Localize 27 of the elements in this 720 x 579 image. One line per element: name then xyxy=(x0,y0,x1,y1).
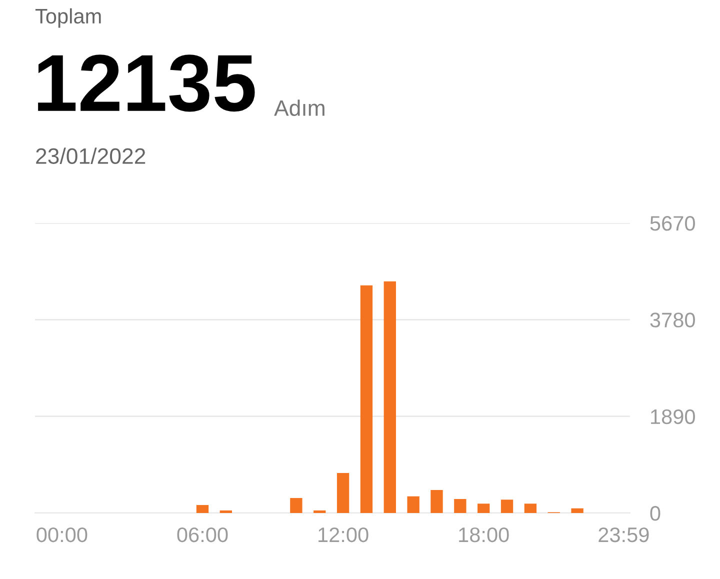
y-tick-label: 1890 xyxy=(651,409,695,424)
bar xyxy=(407,496,420,513)
y-tick-label: 0 xyxy=(650,506,660,521)
x-tick-label: 06:00 xyxy=(177,527,228,542)
x-tick-label: 00:00 xyxy=(36,527,88,542)
text: 23/01/2022 xyxy=(36,148,146,164)
bar xyxy=(314,510,326,513)
x-tick-label: 18:00 xyxy=(459,527,509,542)
bar xyxy=(196,505,209,513)
x-tick-label: 23:59 xyxy=(598,527,649,542)
bar xyxy=(571,508,584,513)
text: Adım xyxy=(274,100,324,116)
bar xyxy=(360,285,373,513)
x-tick-label: 12:00 xyxy=(318,527,368,542)
bar xyxy=(290,498,302,513)
text: Toplam xyxy=(35,8,101,28)
text: 12135 xyxy=(38,54,255,112)
bar xyxy=(524,504,537,513)
bar xyxy=(430,490,443,513)
bar xyxy=(500,500,514,513)
bar xyxy=(384,281,396,513)
bar xyxy=(220,510,232,513)
bar xyxy=(336,473,350,513)
y-tick-label: 5670 xyxy=(650,216,695,231)
y-tick-label: 3780 xyxy=(650,312,695,328)
bar xyxy=(478,504,490,513)
bar xyxy=(454,498,466,513)
